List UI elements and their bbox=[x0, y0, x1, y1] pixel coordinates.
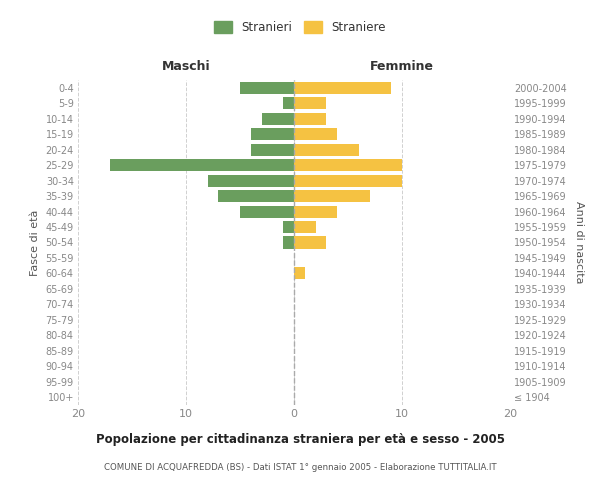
Text: Femmine: Femmine bbox=[370, 60, 434, 74]
Bar bbox=[251, 128, 294, 140]
Y-axis label: Anni di nascita: Anni di nascita bbox=[574, 201, 584, 284]
Bar bbox=[294, 144, 359, 156]
Bar bbox=[208, 174, 294, 186]
Bar bbox=[262, 112, 294, 124]
Bar bbox=[240, 82, 294, 94]
Bar bbox=[294, 174, 402, 186]
Legend: Stranieri, Straniere: Stranieri, Straniere bbox=[209, 16, 391, 38]
Bar bbox=[294, 236, 326, 248]
Bar bbox=[251, 144, 294, 156]
Bar bbox=[283, 236, 294, 248]
Bar bbox=[218, 190, 294, 202]
Bar bbox=[294, 221, 316, 233]
Text: Popolazione per cittadinanza straniera per età e sesso - 2005: Popolazione per cittadinanza straniera p… bbox=[95, 432, 505, 446]
Bar bbox=[294, 128, 337, 140]
Bar bbox=[294, 268, 305, 280]
Bar bbox=[110, 159, 294, 171]
Text: Maschi: Maschi bbox=[161, 60, 211, 74]
Bar bbox=[294, 82, 391, 94]
Bar bbox=[294, 112, 326, 124]
Y-axis label: Fasce di età: Fasce di età bbox=[30, 210, 40, 276]
Bar bbox=[283, 221, 294, 233]
Bar bbox=[283, 97, 294, 109]
Bar bbox=[240, 206, 294, 218]
Bar bbox=[294, 159, 402, 171]
Text: COMUNE DI ACQUAFREDDA (BS) - Dati ISTAT 1° gennaio 2005 - Elaborazione TUTTITALI: COMUNE DI ACQUAFREDDA (BS) - Dati ISTAT … bbox=[104, 462, 496, 471]
Bar bbox=[294, 97, 326, 109]
Bar bbox=[294, 206, 337, 218]
Bar bbox=[294, 190, 370, 202]
